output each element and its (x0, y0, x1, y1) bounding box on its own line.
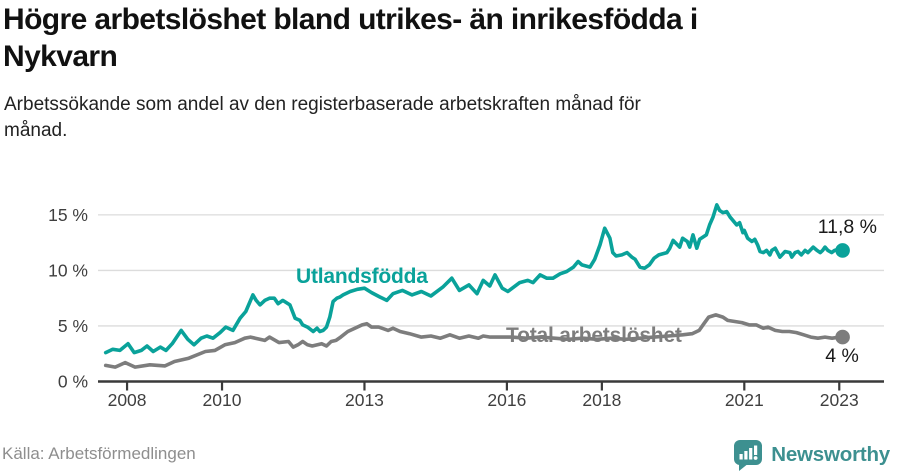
y-tick-label-15: 15 % (48, 205, 88, 225)
logo-bar-2 (744, 451, 748, 460)
logo-bar-3 (749, 448, 753, 460)
logo-exclamation-bar (754, 445, 758, 455)
end-value-label-total: 4 % (825, 345, 859, 367)
end-value-label-utlandsfodda: 11,8 % (817, 216, 877, 238)
newsworthy-logo: Newsworthy (732, 438, 890, 472)
x-tick-label-2018: 2018 (582, 390, 621, 410)
series-end-dot-total-arbetsl-shet (835, 329, 850, 345)
page-title-line2: Nykvarn (3, 39, 118, 73)
logo-bar-1 (739, 454, 743, 460)
chart-subtitle-line2: månad. (4, 119, 68, 141)
source-attribution: Källa: Arbetsförmedlingen (2, 444, 196, 463)
y-tick-label-10: 10 % (48, 260, 88, 280)
x-tick-label-2021: 2021 (725, 390, 764, 410)
series-line-total-arbetsl-shet (103, 313, 845, 369)
chart-subtitle: Arbetssökande som andel av den registerb… (4, 92, 844, 143)
x-tick-label-2013: 2013 (345, 390, 384, 410)
x-tick-label-2010: 2010 (203, 390, 242, 410)
series-label-total-arbetsloshet: Total arbetslöshet (506, 324, 682, 347)
chart-subtitle-line1: Arbetssökande som andel av den registerb… (4, 94, 641, 115)
newsworthy-bubble-chart-icon (734, 440, 763, 471)
page-title-line1: Högre arbetslöshet bland utrikes- än inr… (3, 3, 698, 36)
x-tick-label-2016: 2016 (487, 390, 526, 410)
y-tick-label-0: 0 % (58, 372, 88, 392)
logo-bubble-shape (734, 440, 763, 465)
x-tick-label-2023: 2023 (820, 390, 859, 410)
logo-exclamation-dot (753, 456, 758, 460)
series-line-utlandsf-dda (103, 203, 845, 355)
brand-name: Newsworthy (771, 443, 890, 466)
x-tick-label-2008: 2008 (108, 390, 147, 410)
y-tick-label-5: 5 % (58, 316, 88, 336)
series-end-dot-utlandsf-dda (835, 243, 850, 258)
logo-bubble-tail (739, 463, 750, 471)
series-label-utlandsfodda: Utlandsfödda (296, 265, 428, 288)
page-title: Högre arbetslöshet bland utrikes- än inr… (3, 2, 883, 75)
